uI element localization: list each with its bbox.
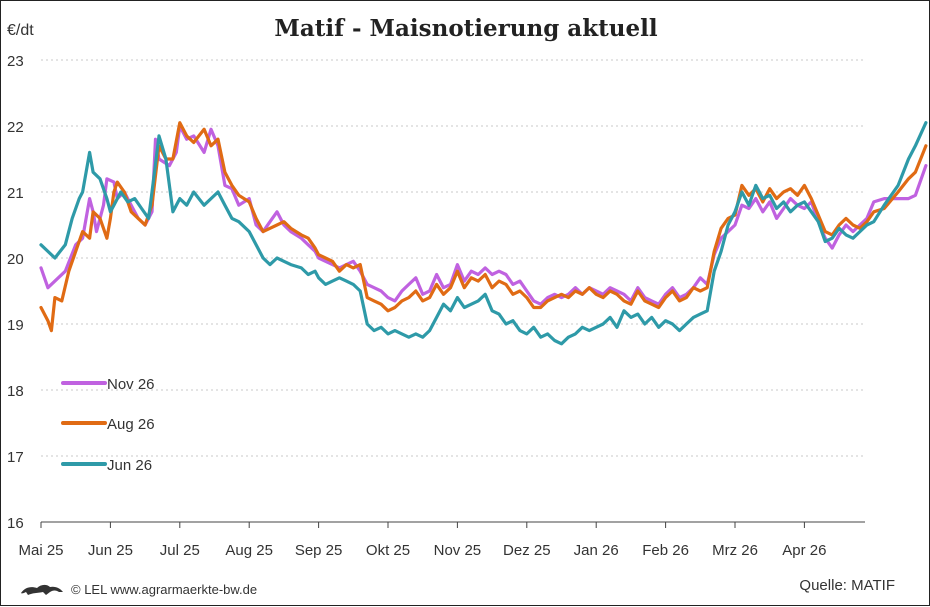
x-tick-Jul-25: Jul 25 [160, 542, 200, 559]
gridlines [41, 59, 865, 457]
x-tick-Feb-26: Feb 26 [642, 542, 689, 559]
credit-text: © LEL www.agrarmaerkte-bw.de [71, 581, 258, 597]
x-tick-Mrz-26: Mrz 26 [712, 542, 758, 559]
y-tick-20: 20 [7, 251, 24, 268]
y-tick-23: 23 [7, 53, 24, 70]
series-line-Jun-26 [39, 121, 928, 346]
source-label: Quelle: MATIF [799, 577, 895, 594]
y-tick-16: 16 [7, 515, 24, 532]
lion-logo-icon [21, 584, 63, 595]
legend-label-Jun-26: Jun 26 [107, 457, 152, 474]
legend-label-Aug-26: Aug 26 [107, 416, 155, 433]
y-tick-21: 21 [7, 185, 24, 202]
y-tick-19: 19 [7, 317, 24, 334]
y-tick-18: 18 [7, 383, 24, 400]
series-line-Nov-26 [39, 124, 928, 306]
chart-title: Matif - Maisnotierung aktuell [274, 15, 658, 42]
y-tick-17: 17 [7, 449, 24, 466]
x-tick-Nov-25: Nov 25 [434, 542, 482, 559]
x-tick-Okt-25: Okt 25 [366, 542, 410, 559]
series-lines [39, 121, 928, 346]
y-axis-ticks: 16 17 18 19 20 21 22 23 [7, 53, 24, 532]
legend: Nov 26 Aug 26 Jun 26 [61, 376, 155, 474]
x-tick-Dez-25: Dez 25 [503, 542, 551, 559]
y-tick-22: 22 [7, 119, 24, 136]
x-tick-Jun-25: Jun 25 [88, 542, 133, 559]
x-tick-Jan-26: Jan 26 [574, 542, 619, 559]
series-line-Aug-26 [39, 121, 928, 333]
x-axis: Mai 25 Jun 25 Jul 25 Aug 25 Sep 25 Okt 25 Nov … [18, 521, 865, 559]
credit: © LEL www.agrarmaerkte-bw.de [19, 581, 257, 597]
x-tick-Apr-26: Apr 26 [782, 542, 826, 559]
legend-label-Nov-26: Nov 26 [107, 376, 155, 393]
x-tick-Sep-25: Sep 25 [295, 542, 343, 559]
y-axis-unit: €/dt [7, 22, 34, 39]
x-tick-Mai-25: Mai 25 [18, 542, 63, 559]
x-tick-Aug-25: Aug 25 [225, 542, 273, 559]
